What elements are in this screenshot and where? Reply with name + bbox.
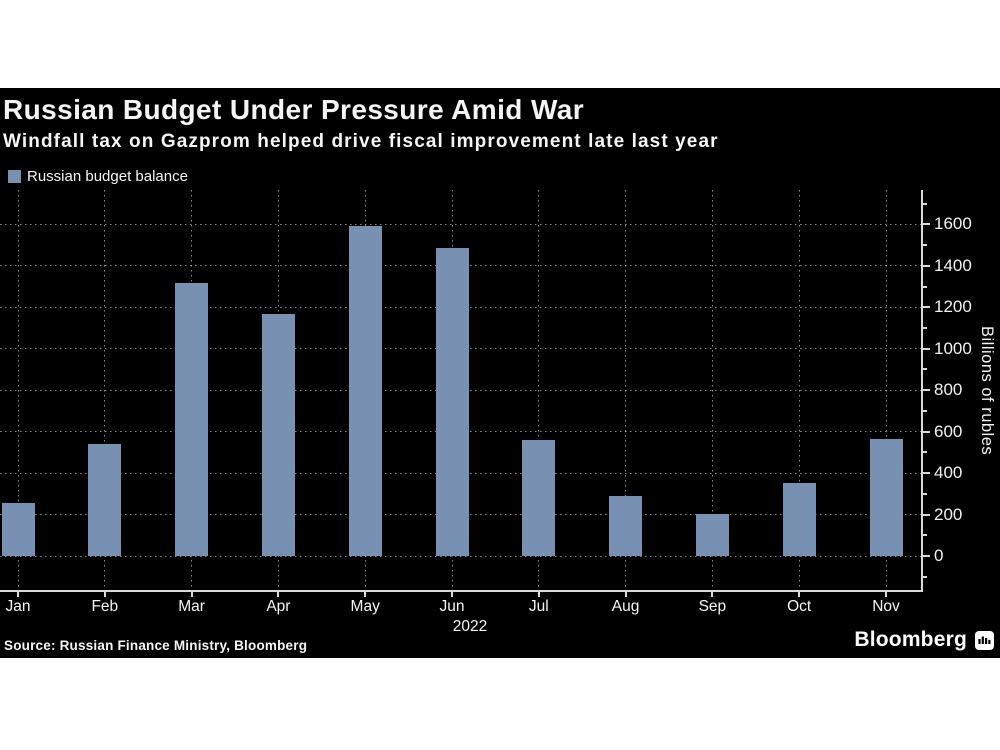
bar-apr	[261, 313, 295, 556]
x-axis-tick	[624, 592, 627, 597]
gridline-horizontal	[0, 223, 923, 225]
bar-may	[348, 226, 382, 556]
y-tick-label: 800	[934, 380, 963, 400]
x-tick-label-oct: Oct	[787, 598, 812, 615]
y-tick-label: 1200	[934, 297, 972, 317]
y-axis-minor-tick	[923, 202, 927, 205]
x-tick-label-jun: Jun	[439, 598, 465, 615]
x-axis-year-label: 2022	[452, 618, 488, 635]
x-axis-line	[0, 590, 923, 592]
y-axis-minor-tick	[923, 492, 927, 495]
y-tick-label: 0	[934, 546, 944, 565]
bar-jul	[522, 439, 556, 556]
x-axis-tick	[711, 592, 714, 597]
y-axis-minor-tick	[923, 575, 927, 578]
y-tick-label: 1000	[934, 338, 972, 358]
legend-swatch-icon	[8, 170, 21, 183]
x-axis-tick	[885, 592, 887, 597]
x-axis-tick	[277, 592, 280, 597]
x-axis-tick	[103, 592, 106, 597]
y-tick-label: 1600	[934, 214, 972, 234]
x-tick-label-jul: Jul	[528, 598, 549, 615]
bar-mar	[175, 283, 209, 556]
y-axis-major-tick	[923, 264, 930, 267]
bar-feb	[88, 444, 122, 556]
y-tick-label: 400	[934, 463, 963, 483]
x-axis-tick	[17, 592, 19, 597]
x-tick-label-nov: Nov	[872, 598, 900, 615]
y-axis-minor-tick	[923, 244, 927, 247]
y-axis-major-tick	[923, 513, 930, 516]
y-axis-minor-tick	[923, 409, 927, 412]
source-note: Source: Russian Finance Ministry, Bloomb…	[4, 638, 308, 653]
x-axis-tick	[798, 592, 801, 597]
chart-title: Russian Budget Under Pressure Amid War	[3, 94, 585, 125]
y-axis-minor-tick	[923, 534, 927, 537]
x-tick-label-apr: Apr	[266, 598, 291, 615]
bar-nov	[869, 438, 903, 556]
x-tick-label-jan: Jan	[5, 598, 31, 615]
y-axis-title: Billions of rubles	[978, 325, 996, 456]
y-tick-label: 1400	[934, 255, 972, 275]
bar-jan	[1, 503, 35, 556]
x-axis-tick	[364, 592, 367, 597]
y-axis-line	[921, 190, 923, 592]
bloomberg-chart-icon	[975, 630, 994, 650]
y-tick-label: 600	[934, 421, 963, 441]
x-axis-tick	[190, 592, 193, 597]
x-tick-label-feb: Feb	[91, 598, 119, 615]
bar-jun	[435, 248, 469, 556]
y-tick-label: 200	[934, 504, 963, 524]
gridline-horizontal	[0, 555, 923, 557]
y-axis-major-tick	[923, 472, 930, 475]
chart-subtitle: Windfall tax on Gazprom helped drive fis…	[3, 131, 719, 152]
y-axis-major-tick	[923, 306, 930, 309]
bar-aug	[609, 495, 643, 556]
y-axis-minor-tick	[923, 327, 927, 330]
y-axis-minor-tick	[923, 368, 927, 371]
x-tick-label-may: May	[350, 598, 380, 615]
y-axis-minor-tick	[923, 451, 927, 454]
bar-sep	[695, 513, 729, 556]
legend: Russian budget balance	[8, 168, 188, 185]
x-tick-label-sep: Sep	[698, 598, 727, 615]
chart-panel: Russian Budget Under Pressure Amid War W…	[0, 88, 1000, 658]
plot-area: 0 200 400 600 800 1000 1200 1400 1600 Jan Feb Mar Ap…	[0, 190, 972, 635]
x-axis-tick	[451, 592, 453, 597]
y-axis-major-tick	[923, 223, 930, 226]
y-axis-major-tick	[923, 430, 930, 433]
legend-label: Russian budget balance	[27, 168, 188, 185]
y-axis-major-tick	[923, 347, 930, 350]
x-tick-label-aug: Aug	[611, 598, 640, 615]
y-axis-minor-tick	[923, 285, 927, 288]
bar-oct	[782, 483, 816, 556]
y-axis-major-tick	[923, 389, 930, 392]
bloomberg-wordmark: Bloomberg	[854, 628, 967, 651]
bloomberg-logo: Bloomberg	[854, 628, 994, 652]
x-axis-tick	[537, 592, 540, 597]
y-axis-major-tick	[923, 555, 930, 557]
x-tick-label-mar: Mar	[178, 598, 205, 615]
